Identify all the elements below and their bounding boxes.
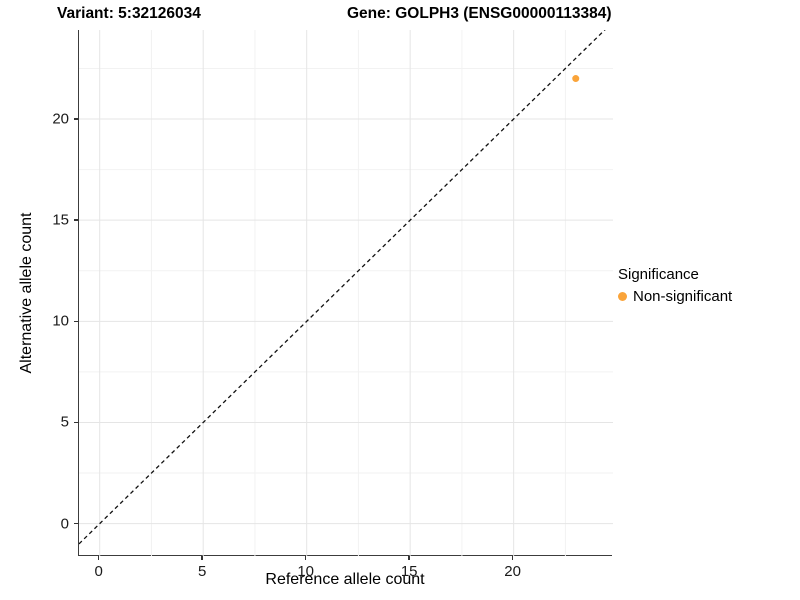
y-tick-label: 0 — [60, 515, 69, 533]
y-tick-label: 20 — [52, 110, 69, 128]
y-tick-label: 15 — [52, 211, 69, 229]
y-tick-label: 10 — [52, 312, 69, 330]
non-significant-point-icon — [618, 292, 627, 301]
y-axis-tick — [74, 320, 78, 323]
plot-panel — [78, 30, 613, 556]
y-axis-tick — [74, 421, 78, 424]
y-axis-title: Alternative allele count — [18, 212, 35, 374]
y-tick-label: 5 — [60, 413, 69, 431]
legend: Significance Non-significant — [618, 266, 732, 305]
x-tick-label: 5 — [198, 563, 207, 580]
legend-item-non-significant: Non-significant — [618, 288, 732, 305]
identity-line — [79, 30, 606, 545]
y-axis-tick — [74, 522, 78, 525]
variant-title: Variant: 5:32126034 — [57, 5, 201, 22]
legend-title: Significance — [618, 266, 699, 283]
x-axis-tick — [511, 556, 514, 560]
x-axis-tick — [408, 556, 410, 560]
data-point — [572, 75, 580, 83]
x-axis-title: Reference allele count — [265, 571, 425, 588]
legend-item-label: Non-significant — [633, 288, 733, 305]
gene-title: Gene: GOLPH3 (ENSG00000113384) — [347, 5, 612, 22]
x-tick-label: 15 — [400, 563, 418, 580]
chart-canvas — [79, 30, 613, 556]
x-axis-tick — [201, 556, 203, 560]
x-tick-label: 10 — [297, 563, 315, 580]
x-axis-tick — [304, 556, 307, 560]
x-tick-label: 20 — [504, 563, 521, 580]
x-tick-label: 0 — [94, 563, 103, 580]
x-axis-tick — [97, 556, 100, 560]
y-axis-tick — [74, 118, 78, 120]
y-axis-tick — [74, 219, 78, 221]
